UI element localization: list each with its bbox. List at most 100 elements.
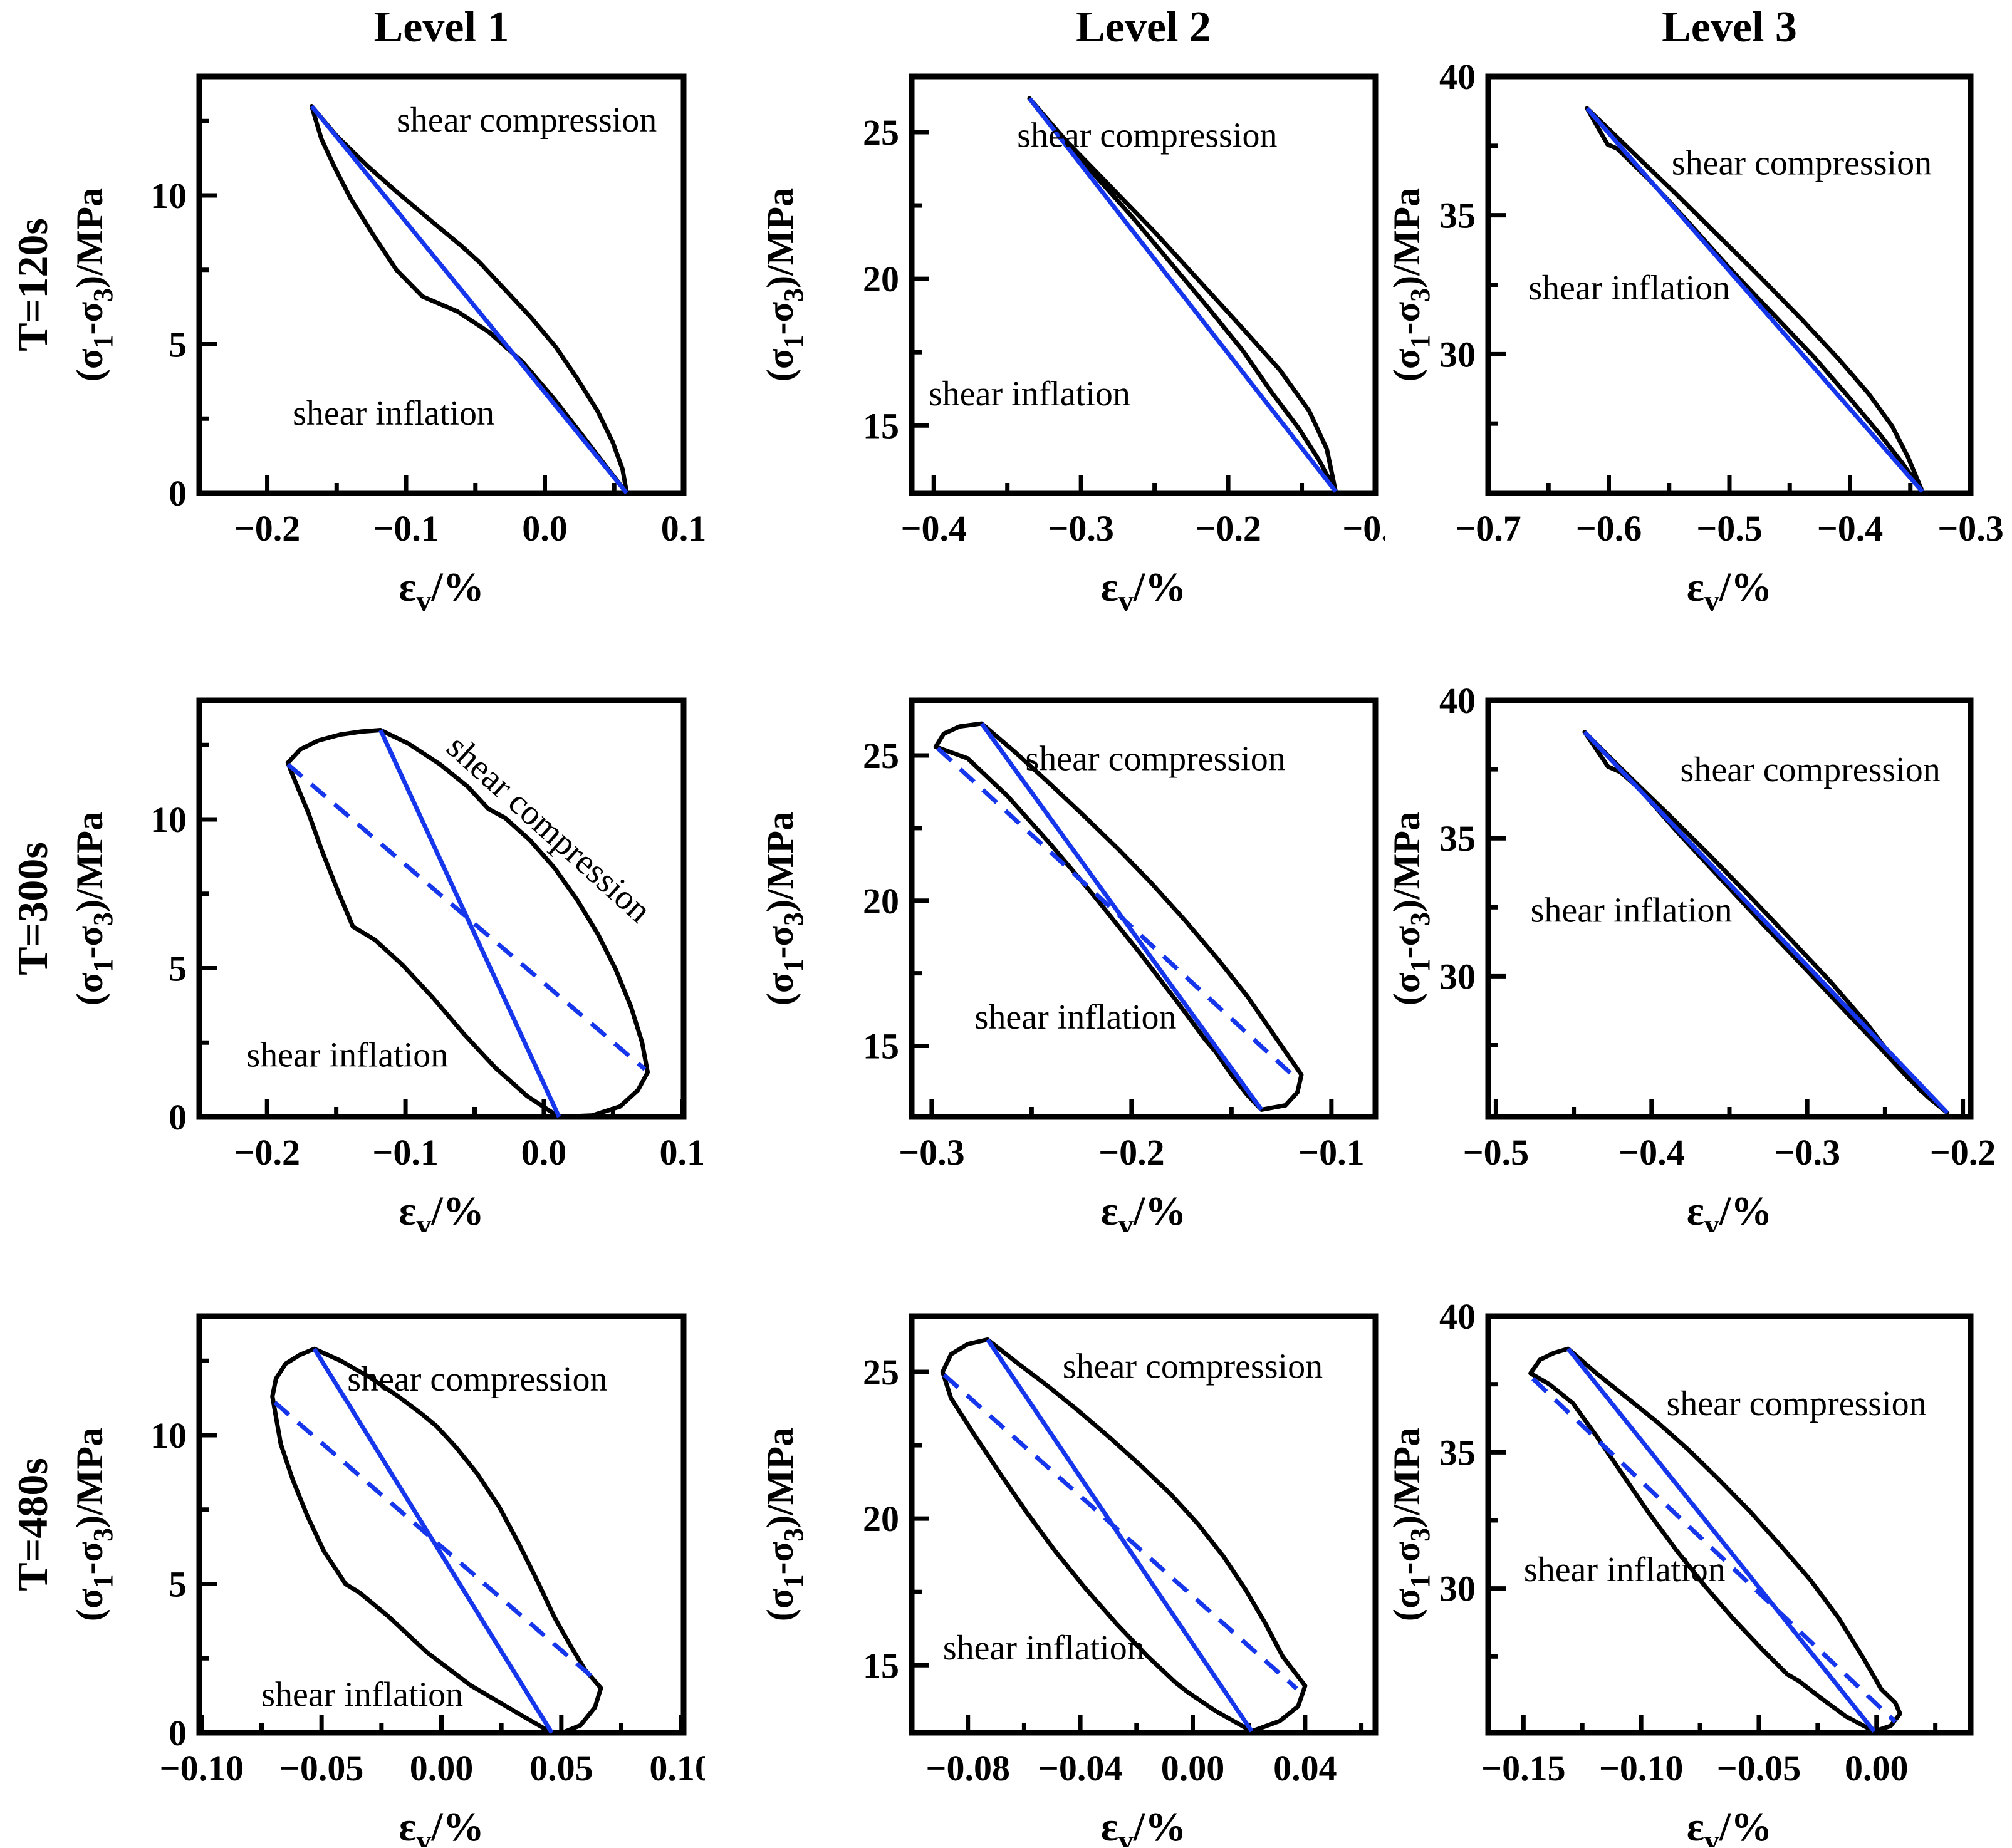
x-tick-label: −0.04	[1038, 1748, 1123, 1788]
row-label: T=300s	[9, 842, 56, 975]
x-tick-label: −0.5	[1696, 508, 1763, 549]
subplot-cell-T=120s-Level-3: Level 3 (σ1-σ3)/MPa εv/% −0.7 −0.6 −0.5 −0.4 −0…	[1385, 0, 2012, 618]
subplot-cell-T=120s-Level-2: Level 2 (σ1-σ3)/MPa εv/% −0.4 −0.3 −0.2 −0.1 15…	[705, 0, 1409, 618]
x-tick-label: −0.05	[279, 1748, 364, 1788]
x-axis-label: εv/%	[399, 1188, 484, 1232]
x-tick-label: −0.1	[1298, 1132, 1365, 1173]
subplot-cell-T=480s-Level-3: (σ1-σ3)/MPa εv/% −0.15 −0.10 −0.05 0.00 30 35 40…	[1385, 1232, 2012, 1848]
x-tick-label: −0.1	[372, 1132, 439, 1173]
y-tick-label: 15	[863, 1645, 899, 1686]
y-tick-label: 5	[169, 324, 187, 365]
subplot-cell-T=300s-Level-2: (σ1-σ3)/MPa εv/% −0.3 −0.2 −0.1 15 20 25 shear c…	[705, 616, 1385, 1242]
y-tick-label: 35	[1439, 1432, 1476, 1473]
solid-trend-line	[1583, 730, 1949, 1114]
y-tick-label: 35	[1439, 195, 1476, 236]
y-tick-label: 25	[863, 735, 899, 776]
y-tick-label: 5	[169, 948, 187, 989]
solid-trend-line	[1585, 106, 1924, 494]
column-title: Level 3	[1662, 3, 1797, 51]
y-tick-label: 40	[1439, 56, 1476, 97]
subplot-cell-T=120s-Level-1: Level 1 T=120s (σ1-σ3)/MPa εv/% −0.2 −0.1 0.0 0…	[0, 0, 706, 618]
plot-T=480s-Level-3: (σ1-σ3)/MPa εv/% −0.15 −0.10 −0.05 0.00 30 35 40…	[1386, 1296, 1974, 1848]
dashed-trend-line	[936, 746, 1297, 1080]
y-axis-label: (σ1-σ3)/MPa	[69, 188, 118, 382]
y-tick-label: 25	[863, 1352, 899, 1393]
y-tick-label: 20	[863, 1498, 899, 1539]
subplot-cell-T=300s-Level-3: (σ1-σ3)/MPa εv/% −0.5 −0.4 −0.3 −0.2 30 35 40 she…	[1385, 616, 2012, 1242]
x-tick-label: −0.3	[1048, 508, 1114, 549]
axis-frame	[909, 1313, 1379, 1736]
x-tick-label: −0.2	[1098, 1132, 1165, 1173]
y-tick-label: 10	[150, 175, 187, 216]
annotation-shear-inflation: shear inflation	[246, 1036, 448, 1074]
y-tick-label: 0	[169, 1713, 187, 1753]
x-axis-label: εv/%	[1101, 1804, 1187, 1847]
annotation-shear-compression: shear compression	[1681, 750, 1941, 789]
plot-T=300s-Level-1: T=300s (σ1-σ3)/MPa εv/% −0.2 −0.1 0.0 0.1 0 5 10 s…	[9, 697, 705, 1242]
annotation-shear-compression: shear compression	[347, 1360, 607, 1399]
y-tick-label: 40	[1439, 1296, 1476, 1337]
plot-T=120s-Level-1: Level 1 T=120s (σ1-σ3)/MPa εv/% −0.2 −0.1 0.0 0…	[9, 3, 706, 618]
x-tick-label: 0.00	[410, 1748, 474, 1788]
solid-trend-line	[1028, 96, 1338, 493]
annotation-shear-inflation: shear inflation	[975, 998, 1177, 1037]
solid-trend-line	[986, 1338, 1254, 1733]
x-tick-label: −0.1	[1342, 508, 1385, 549]
x-tick-label: −0.2	[234, 1132, 300, 1173]
x-tick-label: −0.08	[925, 1748, 1010, 1788]
x-tick-label: −0.2	[1930, 1132, 1996, 1173]
x-axis-label: εv/%	[1101, 1188, 1187, 1232]
x-axis-label: εv/%	[1687, 1804, 1773, 1847]
axis-frame	[909, 73, 1379, 496]
y-axis-label: (σ1-σ3)/MPa	[69, 812, 118, 1005]
x-axis-label: εv/%	[1101, 564, 1187, 616]
row-label: T=120s	[9, 218, 56, 351]
x-tick-label: −0.3	[1937, 508, 2004, 549]
plot-T=120s-Level-3: Level 3 (σ1-σ3)/MPa εv/% −0.7 −0.6 −0.5 −0.4 −0…	[1386, 3, 2004, 618]
x-tick-label: 0.10	[649, 1748, 705, 1788]
y-axis-label: (σ1-σ3)/MPa	[69, 1428, 118, 1621]
annotation-shear-compression: shear compression	[397, 101, 657, 140]
plot-T=480s-Level-2: (σ1-σ3)/MPa εv/% −0.08 −0.04 0.00 0.04 15 20 25 s…	[759, 1313, 1379, 1848]
y-tick-label: 15	[863, 1025, 899, 1066]
hysteresis-loop-curve	[1528, 1346, 1902, 1734]
x-tick-label: 0.1	[660, 1132, 705, 1173]
y-tick-label: 10	[150, 799, 187, 840]
x-tick-label: 0.0	[522, 508, 568, 549]
y-tick-label: 20	[863, 259, 899, 299]
annotation-shear-compression: shear compression	[439, 727, 659, 930]
x-tick-label: −0.10	[1599, 1748, 1684, 1788]
y-tick-label: 20	[863, 881, 899, 921]
x-tick-label: −0.7	[1455, 508, 1521, 549]
y-tick-label: 0	[169, 473, 187, 514]
solid-trend-line	[378, 729, 561, 1118]
annotation-shear-inflation: shear inflation	[1528, 269, 1730, 308]
y-tick-label: 0	[169, 1097, 187, 1138]
plot-T=300s-Level-2: (σ1-σ3)/MPa εv/% −0.3 −0.2 −0.1 15 20 25 shear c…	[759, 697, 1379, 1242]
x-tick-label: 0.04	[1273, 1748, 1337, 1788]
x-tick-label: −0.4	[900, 508, 967, 549]
y-tick-label: 15	[863, 405, 899, 446]
x-axis-label: εv/%	[399, 1804, 484, 1847]
dashed-trend-line	[273, 1401, 593, 1678]
x-tick-label: 0.1	[661, 508, 705, 549]
y-axis-label: (σ1-σ3)/MPa	[1386, 812, 1436, 1005]
solid-trend-line	[312, 1347, 554, 1734]
x-tick-label: −0.3	[899, 1132, 965, 1173]
dashed-trend-line	[286, 762, 647, 1071]
y-tick-label: 30	[1439, 1569, 1476, 1609]
annotation-shear-compression: shear compression	[1666, 1384, 1926, 1423]
annotation-shear-inflation: shear inflation	[1531, 891, 1733, 930]
hysteresis-loop-curve	[1027, 96, 1338, 494]
hysteresis-loop-curve	[270, 1346, 603, 1735]
x-tick-label: 0.00	[1845, 1748, 1909, 1788]
y-tick-label: 30	[1439, 334, 1476, 375]
y-axis-label: (σ1-σ3)/MPa	[759, 812, 809, 1005]
axis-frame	[909, 697, 1379, 1120]
annotation-shear-inflation: shear inflation	[293, 394, 494, 433]
x-axis-label: εv/%	[1687, 564, 1773, 616]
y-axis-label: (σ1-σ3)/MPa	[1386, 1428, 1436, 1621]
y-tick-label: 25	[863, 112, 899, 153]
